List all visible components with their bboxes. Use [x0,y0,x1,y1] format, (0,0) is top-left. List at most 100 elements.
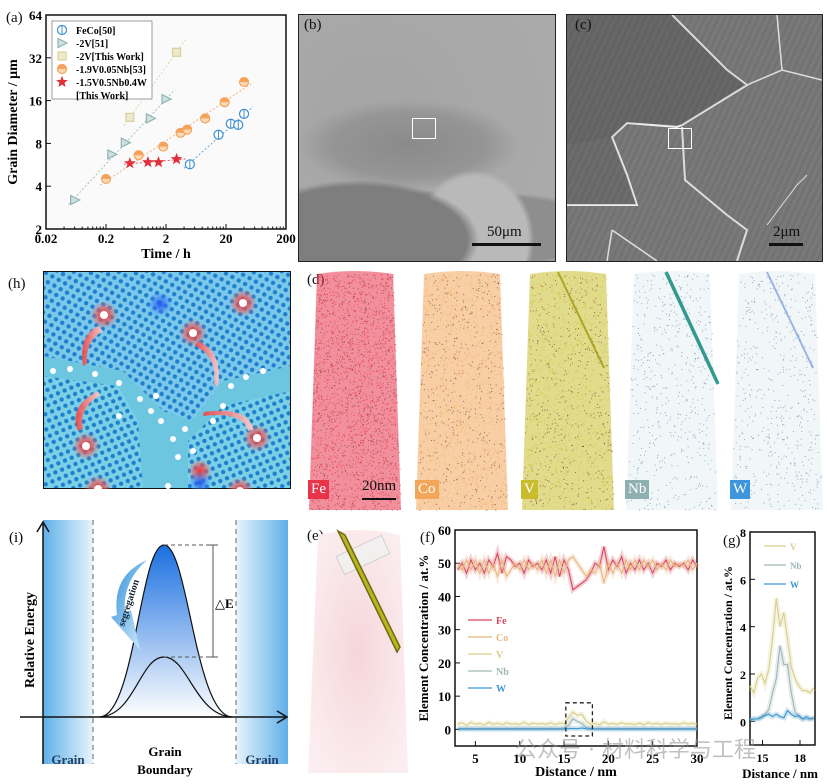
legend-marker-half [57,64,67,69]
y-tick-label: 20 [438,656,451,671]
y-tick-label: 30 [438,623,451,638]
segregation-schematic [43,271,291,489]
y-tick-label: 0 [740,715,746,729]
panel-h-label: (h) [8,276,26,292]
data-point [125,112,135,122]
panel-a-label: (a) [6,10,23,26]
atom-map-w [731,271,823,510]
data-point [70,194,81,206]
data-point [170,152,183,165]
chart-g-frame [749,531,816,746]
atom-map-fe [309,271,402,511]
panel-c-label: (c) [575,17,592,33]
watermark: 公众号 · 材料科学与工程 [515,738,756,763]
data-point-half [182,125,192,130]
panel-f-label: (f) [420,530,435,546]
x-tick-label: 20 [602,751,615,766]
data-point-half [220,97,230,103]
legend-label-Nb: Nb [496,667,509,678]
series-line-V [749,598,815,695]
chart-a-ylabel: Grain Diameter / μm [6,59,21,185]
y-tick-label: 10 [438,689,451,704]
series-line-V [457,711,698,727]
atom-dots [733,274,823,510]
series-line-Co [457,555,698,584]
element-tag-nb: Nb [625,480,650,499]
segregated-boundary [336,529,401,654]
atom-map-v [522,271,615,511]
chart-solute-profile: 15 18 0 2 4 6 8 V Nb W Distance / nm Element Con… [721,526,818,781]
region-boundary-line1: Grain [148,744,182,759]
data-point-half [158,142,168,147]
chart-grain-growth: 0.02 0.2 2 20 200 2 4 8 16 32 64 FeCo[50] -2V[51] -2… [6,8,296,262]
legend-marker [56,75,68,87]
legend-label: -2V[This Work] [76,52,144,63]
atom-map-co [416,271,509,511]
sem-image-c: (c) 2μm [566,14,823,262]
y-tick-label: 40 [438,589,451,604]
x-tick-label: 10 [513,751,526,766]
element-tag-co: Co [415,480,439,499]
chart-f-ylabel: Element Concentration / at.% [416,555,431,722]
x-tick-label: 0.2 [98,231,114,246]
x-tick-label: 15 [558,751,572,766]
legend-label-W: W [790,580,799,590]
legend-label-Fe: Fe [496,616,507,627]
scale-bar [362,498,396,500]
series-0 [183,106,254,170]
region-of-interest-box [412,118,436,139]
y-tick-label: 8 [36,136,43,151]
y-tick-label: 50 [438,556,451,571]
atom-map-volume [626,271,718,510]
legend-label-V: V [790,542,797,552]
delta-e-label: △E [215,596,234,611]
atom-dots [416,274,509,511]
legend-label-Co: Co [496,633,508,644]
atom-map-volume [522,271,614,510]
grain-boundary-trace [664,271,720,385]
y-tick-label: 0 [445,722,452,737]
chart-f-xlabel: Distance / nm [535,765,617,780]
legend-label: -1.9V0.05Nb[53] [76,65,146,76]
series-4 [123,152,186,169]
scale-bar-label: 2μm [773,224,801,240]
data-point-half [200,113,210,119]
data-point-half [239,77,249,83]
y-tick-label: 4 [36,179,43,194]
chart-concentration-profile: 5 10 15 20 25 30 0 10 20 30 40 50 60 Fe Co V Nb W Distan… [416,523,704,780]
legend-label-V: V [496,650,504,661]
data-point-half [101,174,111,179]
legend-label: -1.5V0.5Nb0.4W [76,78,147,89]
series-line-W [749,709,814,721]
grain-boundaries [567,15,822,261]
element-tag-fe: Fe [308,480,329,499]
data-point [107,148,119,160]
panel-b-label: (b) [304,17,322,33]
high-energy-curve [99,544,233,718]
series-line-Fe [457,546,698,591]
series-2 [123,39,186,126]
region-grain-left: Grain [51,752,85,767]
y-tick-label: 2 [36,222,43,237]
legend-label-W: W [496,684,506,695]
x-tick-label: 30 [691,751,704,766]
solute-atoms [50,366,266,489]
x-tick-label: 5 [472,751,479,766]
region-grain-right: Grain [245,752,279,767]
energy-axis-label: Relative Energy [23,592,38,688]
atom-map-volume [731,271,823,510]
data-point-half [134,150,144,156]
data-point [142,156,154,168]
chart-g-xlabel: Distance / nm [742,766,818,781]
atom-map-nb [626,271,720,511]
x-tick-label: 0.02 [35,231,58,246]
scale-bar-label: 50μm [487,224,522,240]
series-3 [99,76,254,186]
element-tag-w: W [730,480,751,499]
atom-dots [522,274,615,511]
energy-diagram: △E segregation (i) Relative Energy Grain… [9,520,289,777]
segregating-atoms [72,289,271,489]
y-tick-label: 32 [29,51,42,66]
grain-boundary-reconstruction [308,529,408,773]
data-point [152,156,165,168]
